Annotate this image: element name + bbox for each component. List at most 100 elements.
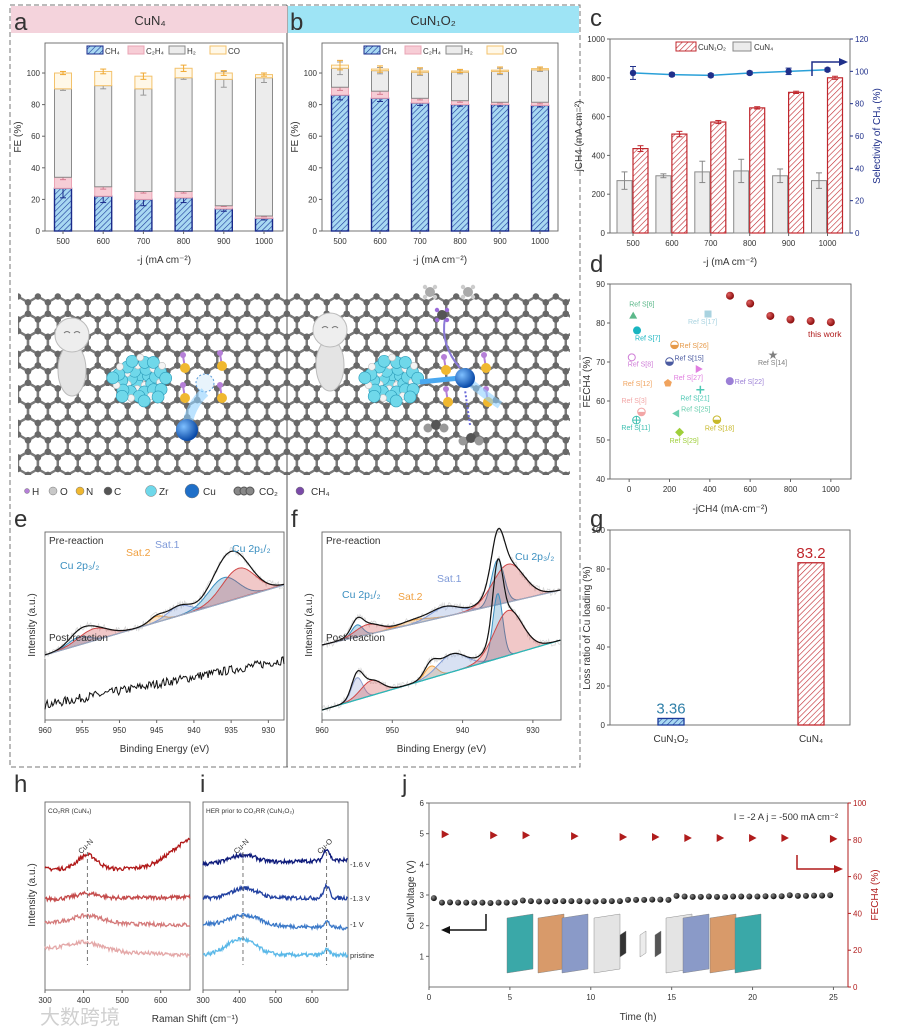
voltage-point xyxy=(762,893,769,900)
x-tick-label: 950 xyxy=(113,726,127,735)
carbon-atom xyxy=(24,379,32,386)
carbon-atom xyxy=(592,385,598,391)
carbon-atom xyxy=(343,402,350,409)
x-tick-label: 940 xyxy=(187,726,201,735)
y-tick-label: 60 xyxy=(855,132,864,141)
bar-segment xyxy=(370,97,390,232)
carbon-atom xyxy=(283,379,291,386)
fe-point xyxy=(781,833,789,842)
carbon-atom xyxy=(164,310,171,317)
carbon-atom xyxy=(18,454,22,461)
carbon-atom xyxy=(482,379,490,386)
x-tick-label: 700 xyxy=(413,237,427,246)
carbon-atom xyxy=(293,362,301,369)
carbon-atom xyxy=(393,465,400,473)
carbon-atom xyxy=(273,465,281,473)
carbon-atom xyxy=(134,316,141,323)
carbon-atom xyxy=(243,368,251,375)
vacant-cu-site xyxy=(195,373,215,393)
carbon-atom xyxy=(532,350,540,358)
background-line xyxy=(321,639,561,711)
carbon-atom xyxy=(472,454,480,461)
carbon-atom xyxy=(482,471,490,475)
carbon-atom xyxy=(263,299,271,306)
raw-spectrum xyxy=(321,555,561,713)
h-atom xyxy=(441,354,447,360)
ref-label: Ref S[6] xyxy=(629,302,654,309)
carbon-atom xyxy=(453,431,460,438)
carbon-atom xyxy=(592,351,598,357)
carbon-atom xyxy=(184,448,191,455)
carbon-atom xyxy=(522,310,530,317)
carbon-atom xyxy=(34,454,42,461)
ref-label: Ref S[7] xyxy=(635,335,660,342)
carbon-atom xyxy=(44,345,52,352)
co2-molecule xyxy=(423,423,433,433)
y-tick-label: 2 xyxy=(420,922,425,931)
carbon-atom xyxy=(94,293,101,300)
carbon-atom xyxy=(243,448,251,455)
y-tick-label: 800 xyxy=(592,74,606,83)
marker-circle xyxy=(725,377,734,386)
voltage-point xyxy=(633,896,640,903)
carbon-atom xyxy=(263,345,271,352)
carbon-atom xyxy=(482,310,490,317)
carbon-atom xyxy=(602,311,608,317)
legend-label: C₂H₄ xyxy=(146,47,164,56)
carbon-atom xyxy=(343,437,350,444)
carbon-atom xyxy=(612,454,618,460)
carbon-atom xyxy=(303,310,310,317)
carbon-atom xyxy=(184,310,191,317)
carbon-atom xyxy=(223,379,231,386)
carbon-atom xyxy=(124,402,131,409)
carbon-atom xyxy=(573,420,579,426)
carbon-atom xyxy=(174,362,181,369)
carbon-atom xyxy=(134,465,141,473)
carbon-atom xyxy=(54,385,61,392)
carbon-atom xyxy=(353,419,360,427)
carbon-atom xyxy=(94,396,101,404)
carbon-atom xyxy=(64,448,72,455)
voltage-point xyxy=(592,898,599,905)
carbon-atom xyxy=(482,299,490,306)
carbon-atom xyxy=(204,310,211,317)
oxygen-atom xyxy=(158,362,166,370)
carbon-atom xyxy=(84,310,91,317)
peak-annotation: Cu 2p₁/₂ xyxy=(342,589,381,601)
panel-h-plot-frame xyxy=(44,801,191,991)
carbon-atom xyxy=(24,414,32,421)
carbon-atom xyxy=(24,333,32,340)
carbon-atom xyxy=(482,333,490,340)
zr-atom xyxy=(377,354,391,368)
carbon-atom xyxy=(512,327,520,335)
x-tick-label: 10 xyxy=(586,993,595,1002)
carbon-atom xyxy=(423,333,430,340)
carbon-atom xyxy=(373,293,380,300)
x-tick-label: 500 xyxy=(626,239,640,248)
voltage-point xyxy=(438,899,445,906)
zr-atom xyxy=(403,390,417,404)
carbon-atom xyxy=(243,437,251,444)
carbon-atom xyxy=(363,333,370,340)
cu-atom xyxy=(455,368,475,388)
x-tick-label: 200 xyxy=(663,485,677,494)
h-atom xyxy=(422,294,428,300)
panel-f-plot-frame xyxy=(321,531,562,721)
x-tick-label: 800 xyxy=(743,239,757,248)
carbon-atom xyxy=(573,316,579,322)
carbon-atom xyxy=(522,471,530,475)
y-tick-label: 40 xyxy=(308,164,317,173)
carbon-atom xyxy=(502,379,510,386)
x-tick-label: 500 xyxy=(269,996,283,1005)
voltage-point xyxy=(519,897,526,904)
carbon-atom xyxy=(583,345,589,351)
voltage-point xyxy=(786,892,793,899)
voltage-point xyxy=(584,898,591,905)
carbon-atom xyxy=(573,466,579,472)
carbon-atom xyxy=(502,448,510,455)
carbon-atom xyxy=(174,385,181,392)
carbon-atom xyxy=(383,299,390,306)
carbon-atom xyxy=(573,328,579,334)
x-tick-label: 20 xyxy=(748,993,757,1002)
carbon-atom xyxy=(223,437,231,444)
